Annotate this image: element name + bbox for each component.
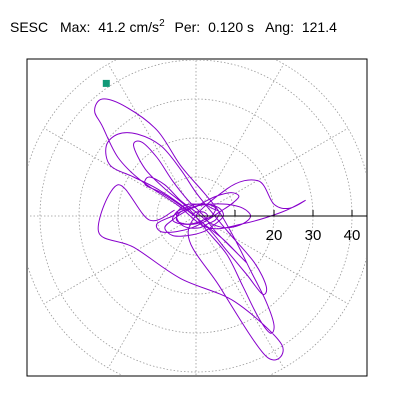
station-code: SESC [10,19,49,35]
period-value: 0.120 s [208,19,255,35]
grid-spoke [107,215,197,369]
radial-tick-label: 20 [266,227,283,244]
trace-layer [94,98,306,361]
grid-spoke [43,215,197,305]
max-unit: cm/s2 [129,18,165,35]
radial-tick-label: 30 [305,227,322,244]
max-unit-exponent: 2 [159,18,165,29]
grid-spoke [195,63,285,217]
max-label: Max: [60,19,91,35]
grid-spoke [195,215,349,305]
grid-spoke [43,127,197,217]
period-label: Per: [174,19,201,35]
max-value: 41.2 [98,19,126,35]
chart-title: SESC Max: 41.2 cm/s2 Per: 0.120 s Ang: 12… [10,18,345,35]
marker-layer [102,79,110,87]
angle-label: Ang: [265,19,294,35]
radial-tick-label: 40 [344,227,361,244]
grid-spoke [195,215,285,369]
plot-frame [26,58,368,377]
grid-spoke [195,127,349,217]
angle-value: 121.4 [301,19,337,35]
peak-marker [102,79,110,87]
series-line [94,98,306,361]
radial-axis: 20 30 40 [196,210,367,244]
